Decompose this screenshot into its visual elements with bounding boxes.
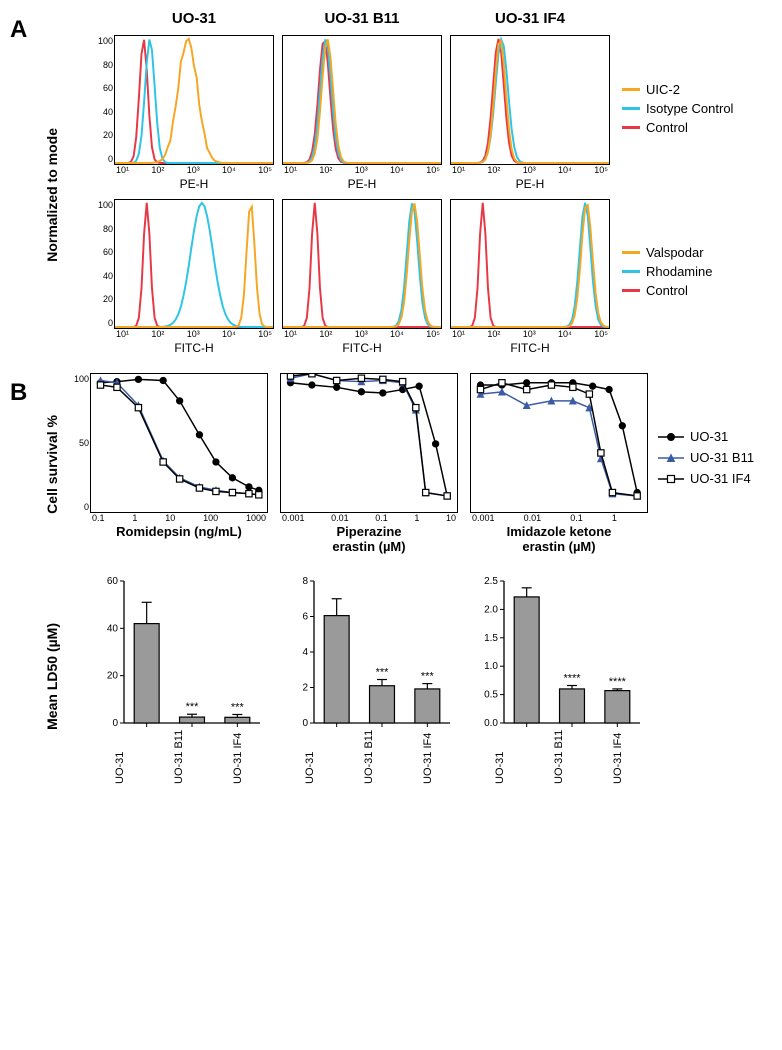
svg-text:***: *** [231,701,245,713]
svg-text:***: *** [376,666,390,678]
legend-item: UO-31 B11 [658,450,754,465]
panel-b: B Cell survival % 1005000.11101001000Rom… [10,373,772,781]
panel-a-content: Normalized to mode UO-31UO-31 B11UO-31 I… [44,10,610,355]
svg-text:6: 6 [302,611,308,622]
svg-text:40: 40 [107,623,119,634]
figure: A Normalized to mode UO-31UO-31 B11UO-31… [0,0,782,801]
legend-item: Control [622,120,733,135]
svg-text:2.0: 2.0 [484,604,498,615]
svg-text:60: 60 [107,576,119,587]
svg-text:8: 8 [302,576,308,587]
svg-text:4: 4 [302,647,308,658]
panel-a-legends: UIC-2 Isotype Control Control Valspodar Rho… [622,10,733,298]
dose-response-grid: Cell survival % 1005000.11101001000Romid… [44,373,648,555]
svg-text:****: **** [563,672,581,684]
bar-panel: 02468******UO-31UO-31 B11UO-31 IF4 [280,573,458,781]
svg-text:***: *** [421,670,435,682]
legend-row2: Valspodar Rhodamine Control [622,245,733,298]
svg-text:0.0: 0.0 [484,718,498,729]
histogram-grid: Normalized to mode UO-31UO-31 B11UO-31 I… [44,10,610,355]
legend-item: Valspodar [622,245,733,260]
hist-cell: 10080604020010¹10²10³10⁴10⁵FITC-H [114,199,274,355]
svg-text:0: 0 [302,718,308,729]
dose-panel: 0.0010.010.1110Piperazine erastin (µM) [280,373,458,555]
panel-b-label: B [10,379,27,406]
panel-b-legend: UO-31 UO-31 B11 UO-31 IF4 [658,373,754,486]
hist-title: UO-31 B11 [282,10,442,27]
hist-title: UO-31 IF4 [450,10,610,27]
legend-item: UIC-2 [622,82,733,97]
legend-item: UO-31 IF4 [658,471,754,486]
panel-a: A Normalized to mode UO-31UO-31 B11UO-31… [10,10,772,355]
legend-item: Rhodamine [622,264,733,279]
hist-title: UO-31 [114,10,274,27]
dose-panel: 0.0010.010.11Imidazole ketone erastin (µ… [470,373,648,555]
legend-item: Isotype Control [622,101,733,116]
dose-panel: 1005000.11101001000Romidepsin (ng/mL) [90,373,268,555]
svg-text:0: 0 [112,718,118,729]
hist-cell: 10¹10²10³10⁴10⁵FITC-H [282,199,442,355]
legend-row1: UIC-2 Isotype Control Control [622,82,733,135]
svg-text:****: **** [609,676,627,688]
hist-cell: 10¹10²10³10⁴10⁵FITC-H [450,199,610,355]
bar-panel: 0204060******UO-31UO-31 B11UO-31 IF4 [90,573,268,781]
panel-b-content: Cell survival % 1005000.11101001000Romid… [44,373,648,781]
panel-a-label: A [10,16,27,43]
svg-text:1.0: 1.0 [484,661,498,672]
legend-item: UO-31 [658,429,754,444]
bar-ylabel: Mean LD50 (µM) [44,623,78,730]
bar-chart-grid: Mean LD50 (µM) 0204060******UO-31UO-31 B… [44,573,648,781]
bar-panel: 0.00.51.01.52.02.5********UO-31UO-31 B11… [470,573,648,781]
svg-text:***: *** [186,701,200,713]
svg-text:2.5: 2.5 [484,576,498,587]
svg-text:2: 2 [302,682,308,693]
hist-cell: 10¹10²10³10⁴10⁵PE-H [282,35,442,191]
svg-text:20: 20 [107,671,119,682]
hist-cell: 10¹10²10³10⁴10⁵PE-H [450,35,610,191]
svg-text:0.5: 0.5 [484,689,498,700]
legend-item: Control [622,283,733,298]
hist-cell: 10080604020010¹10²10³10⁴10⁵PE-H [114,35,274,191]
svg-text:1.5: 1.5 [484,633,498,644]
